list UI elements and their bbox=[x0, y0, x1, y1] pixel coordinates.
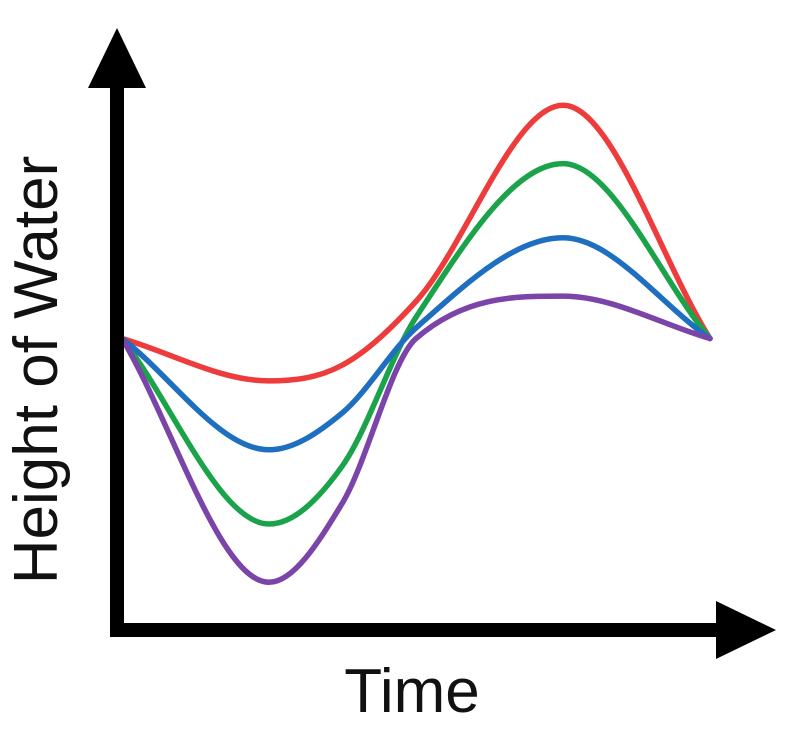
series-line-2 bbox=[119, 160, 713, 527]
x-axis-title: Time bbox=[344, 657, 479, 726]
y-axis-arrowhead bbox=[88, 28, 146, 88]
x-axis-arrowhead bbox=[716, 601, 776, 659]
series-line-1 bbox=[119, 102, 713, 384]
series-line-3 bbox=[119, 235, 713, 453]
series-line-4 bbox=[119, 293, 713, 586]
y-axis-title: Height of Water bbox=[2, 156, 71, 584]
series-layer bbox=[119, 102, 713, 586]
